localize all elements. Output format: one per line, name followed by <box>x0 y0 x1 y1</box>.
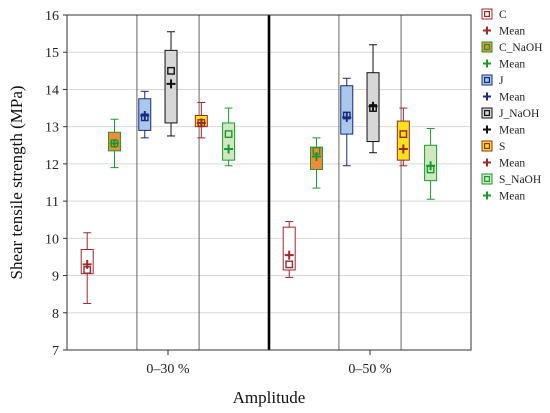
legend-item-s: S <box>481 140 505 153</box>
mean-marker <box>426 161 436 171</box>
legend-median-marker <box>484 109 491 116</box>
box-j <box>340 77 354 167</box>
y-axis-ticks: 7 8 9 10 11 12 13 14 15 16 <box>45 9 67 359</box>
box-s <box>194 101 208 139</box>
legend-label: C_NaOH <box>499 42 542 54</box>
y-tick-label: 15 <box>45 46 59 61</box>
legend-label: Mean <box>499 158 525 170</box>
box-s-naoh <box>424 128 438 200</box>
legend-item-c: C <box>481 8 507 21</box>
group-dividers <box>136 15 402 350</box>
mean-marker <box>82 259 92 269</box>
legend-swatch <box>481 41 493 53</box>
y-tick-label: 14 <box>45 83 59 98</box>
legend-label: Mean <box>499 125 525 137</box>
iqr-box <box>340 85 354 135</box>
iqr-box <box>222 122 236 161</box>
mean-marker <box>196 118 206 128</box>
legend-label: J <box>499 75 504 87</box>
y-tick-label: 11 <box>46 195 59 210</box>
mean-marker <box>311 151 321 161</box>
mean-marker <box>109 138 119 148</box>
x-axis-ticks: 0–30 % 0–50 % <box>146 350 392 377</box>
y-tick-label: 16 <box>45 9 59 24</box>
box-c <box>282 221 296 278</box>
legend-median-marker <box>484 143 491 150</box>
box-j <box>138 90 152 139</box>
legend-label: J_NaOH <box>499 108 539 120</box>
legend-label: Mean <box>499 92 525 104</box>
legend-label: C <box>499 9 507 21</box>
x-tick-label: 0–30 % <box>146 362 190 377</box>
legend-item-mean: Mean <box>483 92 525 104</box>
legend-item-j-naoh: J_NaOH <box>481 107 539 120</box>
plot-frame <box>66 14 472 351</box>
legend-item-mean: Mean <box>483 191 525 203</box>
legend-mean-marker <box>483 26 491 35</box>
legend-swatch <box>481 107 493 119</box>
legend-swatch <box>481 8 493 20</box>
y-tick-label: 7 <box>52 344 59 359</box>
box-marks <box>80 31 438 304</box>
legend-median-marker <box>484 76 491 83</box>
y-tick-label: 13 <box>45 121 59 136</box>
legend-mean-marker <box>483 59 491 68</box>
box-c <box>80 232 94 304</box>
y-tick-label: 12 <box>45 158 59 173</box>
x-tick-label: 0–50 % <box>348 362 392 377</box>
legend-swatch <box>481 140 493 152</box>
median-marker <box>399 130 408 139</box>
box-s <box>396 107 410 167</box>
legend: C Mean C_NaOH Mean J Mean J_NaOH Mean S Mean S_NaO… <box>481 8 542 203</box>
legend-item-j: J <box>481 74 504 87</box>
legend-item-s-naoh: S_NaOH <box>481 173 541 186</box>
mean-marker <box>368 101 378 111</box>
box-j-naoh <box>164 31 178 137</box>
legend-item-mean: Mean <box>483 59 525 71</box>
mean-marker <box>342 112 352 122</box>
legend-item-mean: Mean <box>483 158 525 170</box>
legend-label: S_NaOH <box>499 174 541 186</box>
median-marker <box>224 130 233 139</box>
legend-swatch <box>481 74 493 86</box>
mean-marker <box>140 111 150 120</box>
legend-label: Mean <box>499 59 525 71</box>
legend-item-mean: Mean <box>483 26 525 38</box>
legend-median-marker <box>484 43 491 50</box>
x-axis-title: Amplitude <box>233 388 306 407</box>
legend-median-marker <box>484 11 491 18</box>
legend-mean-marker <box>483 125 491 134</box>
mean-marker <box>224 144 234 154</box>
mean-marker <box>166 79 176 89</box>
y-tick-label: 9 <box>52 270 59 285</box>
legend-item-mean: Mean <box>483 125 525 137</box>
y-axis-title: Shear tensile strength (MPa) <box>7 85 26 279</box>
box-s-naoh <box>222 107 236 167</box>
legend-swatch <box>481 173 493 185</box>
box-c-naoh <box>309 137 323 189</box>
mean-marker <box>284 250 294 260</box>
legend-mean-marker <box>483 158 491 167</box>
median-marker <box>285 260 294 269</box>
mean-marker <box>398 144 408 154</box>
y-tick-label: 8 <box>52 307 59 322</box>
legend-label: Mean <box>499 191 525 203</box>
legend-label: S <box>499 141 505 153</box>
legend-item-c-naoh: C_NaOH <box>481 41 542 54</box>
median-marker <box>167 66 175 75</box>
box-j-naoh <box>366 44 380 154</box>
legend-mean-marker <box>483 92 491 101</box>
iqr-box <box>396 120 410 161</box>
legend-label: Mean <box>499 26 525 38</box>
legend-mean-marker <box>483 191 491 200</box>
legend-median-marker <box>484 176 491 183</box>
iqr-box <box>282 226 296 271</box>
box-c-naoh <box>107 118 121 169</box>
y-tick-label: 10 <box>45 232 59 247</box>
